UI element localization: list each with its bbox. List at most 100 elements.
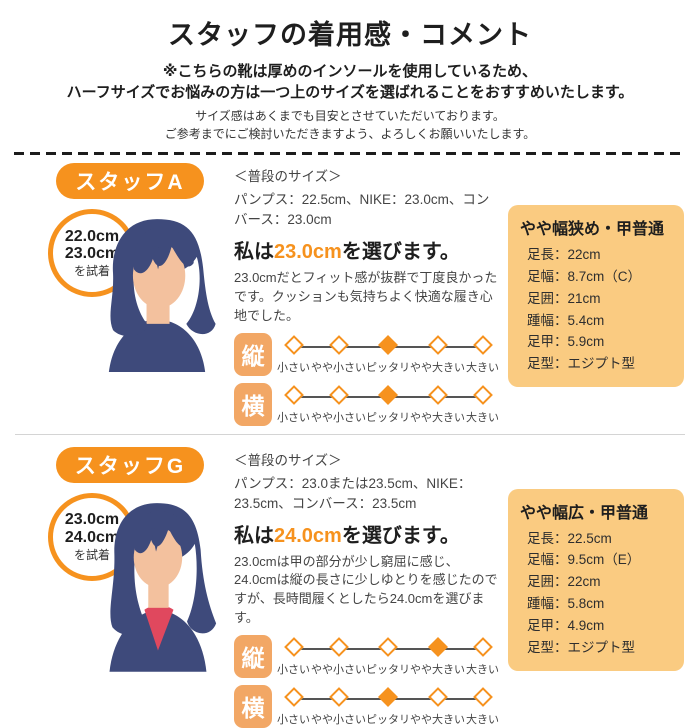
fit-scale-label: やや大きい <box>410 361 465 374</box>
fit-scale-track: 小さい やや小さい ピッタリ やや大きい 大きい <box>276 685 500 727</box>
foot-measurements-list: 足長：22.5cm 足幅：9.5cm（E） 足囲：22cm 踵幅：5.8cm 足甲：4.… <box>520 528 672 659</box>
foot-measurement: 足幅：9.5cm（E） <box>527 552 641 568</box>
page-title: スタッフの着用感・コメント <box>168 20 532 50</box>
fit-scale-cell: 大きい <box>465 384 500 425</box>
diamond-icon <box>472 637 493 657</box>
fit-scale-label: ピッタリ <box>366 713 410 726</box>
axis-label: 縦 <box>234 634 272 678</box>
staff-a-identity: スタッフA 22.0cm 23.0cm を試着 <box>16 159 226 426</box>
diamond-selected-icon <box>427 637 448 657</box>
fit-scale-cell: やや大きい <box>410 334 465 375</box>
dashed-divider <box>14 152 686 155</box>
foot-measurement: 足型：エジプト型 <box>527 639 635 655</box>
staff-g-section: スタッフG 23.0cm 24.0cm を試着 <box>0 439 700 728</box>
fit-scale-label: やや大きい <box>410 411 465 424</box>
fit-scale-label: 小さい <box>277 663 310 676</box>
woman-avatar-long-hair-icon <box>94 499 220 679</box>
tried-size-1: 22.0cm <box>64 227 120 245</box>
staff-g-foot-info: やや幅広・甲普通 足長：22.5cm 足幅：9.5cm（E） 足囲：22cm 踵幅：5… <box>508 443 684 728</box>
axis-label: 横 <box>234 684 272 728</box>
foot-measurement: 踵幅：5.4cm <box>527 312 605 328</box>
foot-measurement: 足囲：21cm <box>527 290 601 306</box>
staff-g-identity: スタッフG 23.0cm 24.0cm を試着 <box>16 443 226 728</box>
foot-measurement: 足甲：4.9cm <box>527 617 605 633</box>
fit-scale-cell: やや大きい <box>410 637 465 677</box>
staff-g-portrait: 23.0cm 24.0cm を試着 <box>16 483 226 683</box>
fit-scale-label: やや小さい <box>311 713 366 726</box>
staff-a-section: スタッフA 22.0cm 23.0cm を試着 <box>0 155 700 426</box>
fit-scale-cell: ピッタリ <box>366 334 410 375</box>
fit-scale-track: 小さい やや小さい ピッタリ やや大きい 大きい <box>276 383 500 425</box>
fit-scale-cell: やや大きい <box>410 687 465 727</box>
foot-measurements-box: やや幅狭め・甲普通 足長：22cm 足幅：8.7cm（C） 足囲：21cm 踵幅：5.… <box>508 205 684 388</box>
diamond-icon <box>427 384 448 405</box>
fit-scale-cell: やや小さい <box>311 384 366 425</box>
diamond-icon <box>283 637 304 657</box>
fit-scale-label: ピッタリ <box>366 663 410 676</box>
fit-scale-label: 大きい <box>466 411 499 424</box>
choice-size: 23.0cm <box>274 241 342 263</box>
fit-scale-cell: 小さい <box>276 384 311 425</box>
fit-scale-label: やや小さい <box>311 663 366 676</box>
tried-size-2: 23.0cm <box>64 245 120 263</box>
staff-a-details: ＜普段のサイズ＞ パンプス：22.5cm、NIKE：23.0cm、コンバース：2… <box>234 159 500 426</box>
fit-scale-cell: 大きい <box>465 334 500 375</box>
fit-scale-label: やや大きい <box>410 663 465 676</box>
sizing-notice-line2: ハーフサイズでお悩みの方は一つ上のサイズを選ばれることをおすすめいたします。 <box>66 84 634 101</box>
sizing-notice-line1: ※こちらの靴は厚めのインソールを使用しているため、 <box>162 63 538 80</box>
choice-suffix: を選びます。 <box>341 241 460 263</box>
fit-scale-cell: 大きい <box>465 637 500 677</box>
diamond-icon <box>328 687 349 707</box>
fit-scale-cell: 小さい <box>276 687 311 727</box>
chosen-size-heading: 私は23.0cmを選びます。 <box>234 235 500 264</box>
tried-size-2: 24.0cm <box>64 528 120 546</box>
foot-type-title: やや幅広・甲普通 <box>520 504 649 522</box>
diamond-icon <box>472 334 493 355</box>
diamond-icon <box>283 334 304 355</box>
diamond-selected-icon <box>378 384 398 405</box>
staff-a-portrait: 22.0cm 23.0cm を試着 <box>16 199 226 372</box>
axis-label: 縦 <box>234 332 272 376</box>
staff-a-foot-info: やや幅狭め・甲普通 足長：22cm 足幅：8.7cm（C） 足囲：21cm 踵幅：5.… <box>508 159 684 426</box>
choice-prefix: 私は <box>234 241 274 263</box>
diamond-icon <box>328 637 349 657</box>
foot-measurement: 踵幅：5.8cm <box>527 596 605 612</box>
sizing-notice: ※こちらの靴は厚めのインソールを使用しているため、 ハーフサイズでお悩みの方は一… <box>0 61 700 103</box>
fit-scale-label: やや小さい <box>311 361 366 374</box>
usual-sizes-text: パンプス：23.0または23.5cm、NIKE：23.5cm、コンバース：23.… <box>234 475 472 511</box>
diamond-icon <box>283 687 304 707</box>
fit-scale-label: 大きい <box>466 361 499 374</box>
foot-measurement: 足長：22cm <box>527 247 601 262</box>
diamond-selected-icon <box>378 687 398 707</box>
fit-scale-cell: ピッタリ <box>366 637 410 677</box>
usual-size-title: ＜普段のサイズ＞ <box>234 169 342 184</box>
fit-scale-label: 大きい <box>466 663 499 676</box>
foot-measurements-list: 足長：22cm 足幅：8.7cm（C） 足囲：21cm 踵幅：5.4cm 足甲：5.9c… <box>520 244 672 375</box>
fit-scale-vertical: 縦小さい やや小さい ピッタリ やや大きい 大きい <box>234 634 500 678</box>
tried-size-1: 23.0cm <box>64 511 120 529</box>
fit-scale-cell: 小さい <box>276 334 311 375</box>
fit-scale-label: 大きい <box>466 713 499 726</box>
fit-scale-cell: 小さい <box>276 637 311 677</box>
staff-name-badge: スタッフG <box>56 446 204 483</box>
fit-scale-horizontal: 横小さい やや小さい ピッタリ やや大きい 大きい <box>234 382 500 426</box>
woman-avatar-bob-icon <box>94 215 220 377</box>
diamond-icon <box>427 334 448 355</box>
fit-scale-label: 小さい <box>277 411 310 424</box>
diamond-icon <box>283 384 304 405</box>
fit-scale-cell: 大きい <box>465 687 500 727</box>
staff-g-details: ＜普段のサイズ＞ パンプス：23.0または23.5cm、NIKE：23.5cm、… <box>234 443 500 728</box>
tried-suffix: を試着 <box>73 547 110 562</box>
foot-measurement: 足型：エジプト型 <box>527 356 635 372</box>
diamond-icon <box>427 687 448 707</box>
header: スタッフの着用感・コメント ※こちらの靴は厚めのインソールを使用しているため、 … <box>0 0 700 143</box>
section-divider <box>15 433 685 435</box>
foot-type-title: やや幅狭め・甲普通 <box>520 221 665 238</box>
fit-scale-cell: やや大きい <box>410 384 465 425</box>
foot-measurement: 足幅：8.7cm（C） <box>527 268 642 284</box>
fit-scale-track: 小さい やや小さい ピッタリ やや大きい 大きい <box>276 635 500 677</box>
diamond-icon <box>472 687 493 707</box>
chosen-size-heading: 私は24.0cmを選びます。 <box>234 519 500 548</box>
fit-scale-label: 小さい <box>277 713 310 726</box>
